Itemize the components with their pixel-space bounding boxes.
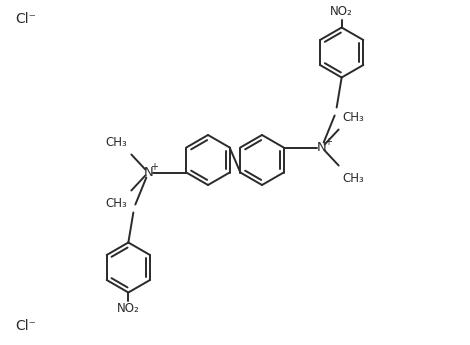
Text: NO₂: NO₂ [330, 4, 353, 18]
Text: Cl⁻: Cl⁻ [15, 319, 36, 333]
Text: +: + [324, 137, 332, 147]
Text: CH₃: CH₃ [343, 110, 364, 124]
Text: CH₃: CH₃ [343, 171, 364, 185]
Text: N: N [143, 166, 153, 179]
Text: Cl⁻: Cl⁻ [15, 12, 36, 26]
Text: CH₃: CH₃ [106, 136, 127, 148]
Text: +: + [150, 161, 158, 171]
Text: NO₂: NO₂ [117, 303, 140, 315]
Text: N: N [317, 141, 327, 154]
Text: CH₃: CH₃ [106, 197, 127, 209]
